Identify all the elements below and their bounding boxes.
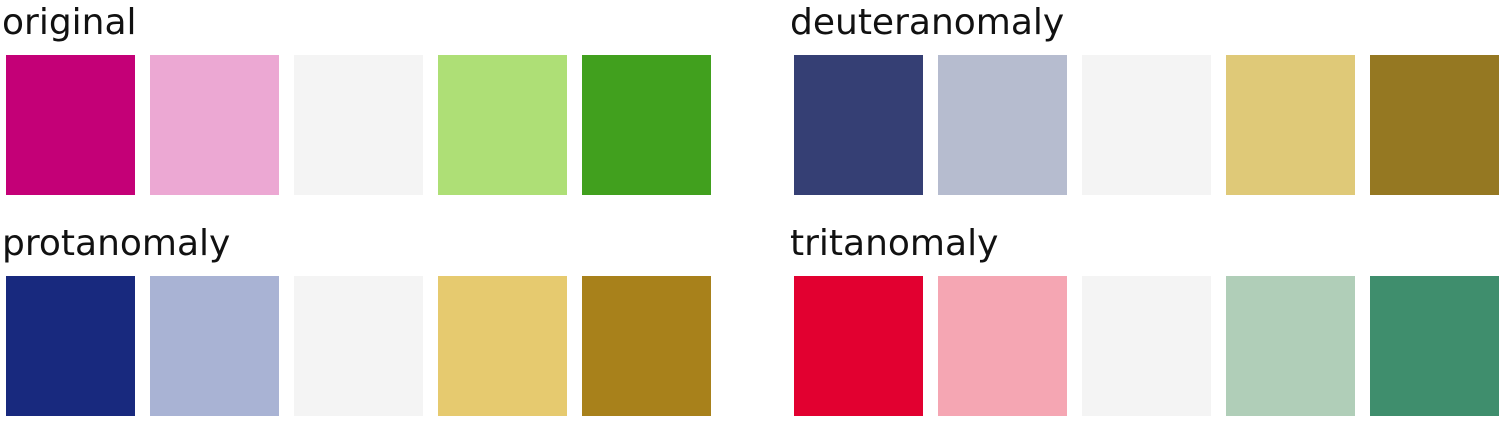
panel-original: original [2, 0, 722, 200]
swatch-light-green [438, 55, 567, 195]
swatch-dark-green [582, 55, 711, 195]
swatch-row [794, 276, 1500, 416]
swatch-row [794, 55, 1500, 195]
swatch-row [6, 276, 716, 416]
panel-protanomaly: protanomaly [2, 221, 722, 421]
swatch-light-lavender [938, 55, 1067, 195]
swatch-light-yellow [438, 276, 567, 416]
swatch-neutral [294, 55, 423, 195]
panel-title: original [2, 2, 137, 43]
swatch-light-periwinkle [150, 276, 279, 416]
swatch-dark-magenta [6, 55, 135, 195]
swatch-red [794, 276, 923, 416]
swatch-dark-navy [794, 55, 923, 195]
swatch-light-gold [1226, 55, 1355, 195]
swatch-neutral [294, 276, 423, 416]
panel-title: deuteranomaly [790, 2, 1065, 43]
swatch-light-sage [1226, 276, 1355, 416]
swatch-teal-green [1370, 276, 1499, 416]
panel-deuteranomaly: deuteranomaly [790, 0, 1500, 200]
panel-tritanomaly: tritanomaly [790, 221, 1500, 421]
swatch-dark-olive [1370, 55, 1499, 195]
swatch-neutral [1082, 276, 1211, 416]
panel-title: tritanomaly [790, 223, 999, 264]
swatch-light-pink [150, 55, 279, 195]
swatch-row [6, 55, 716, 195]
swatch-dark-bronze [582, 276, 711, 416]
swatch-dark-blue [6, 276, 135, 416]
swatch-light-rose [938, 276, 1067, 416]
swatch-neutral [1082, 55, 1211, 195]
panel-title: protanomaly [2, 223, 231, 264]
